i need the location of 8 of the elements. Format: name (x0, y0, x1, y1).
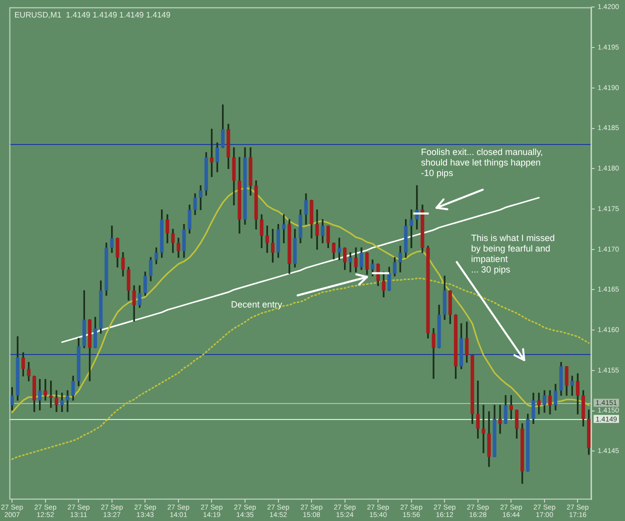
candlestick (49, 380, 53, 408)
annotation: Decent entry (231, 299, 283, 310)
annotation: Foolish exit... closed manually, should have let things happen -10 pips (421, 147, 543, 178)
candlestick (60, 392, 64, 412)
candlestick (66, 390, 70, 412)
candlestick (482, 404, 486, 454)
chart-title: EURUSD,M1 1.4149 1.4149 1.4149 1.4149 (14, 10, 171, 20)
annotation: This is what I missed by being fearful and impatient ... 30 pips (471, 232, 555, 274)
